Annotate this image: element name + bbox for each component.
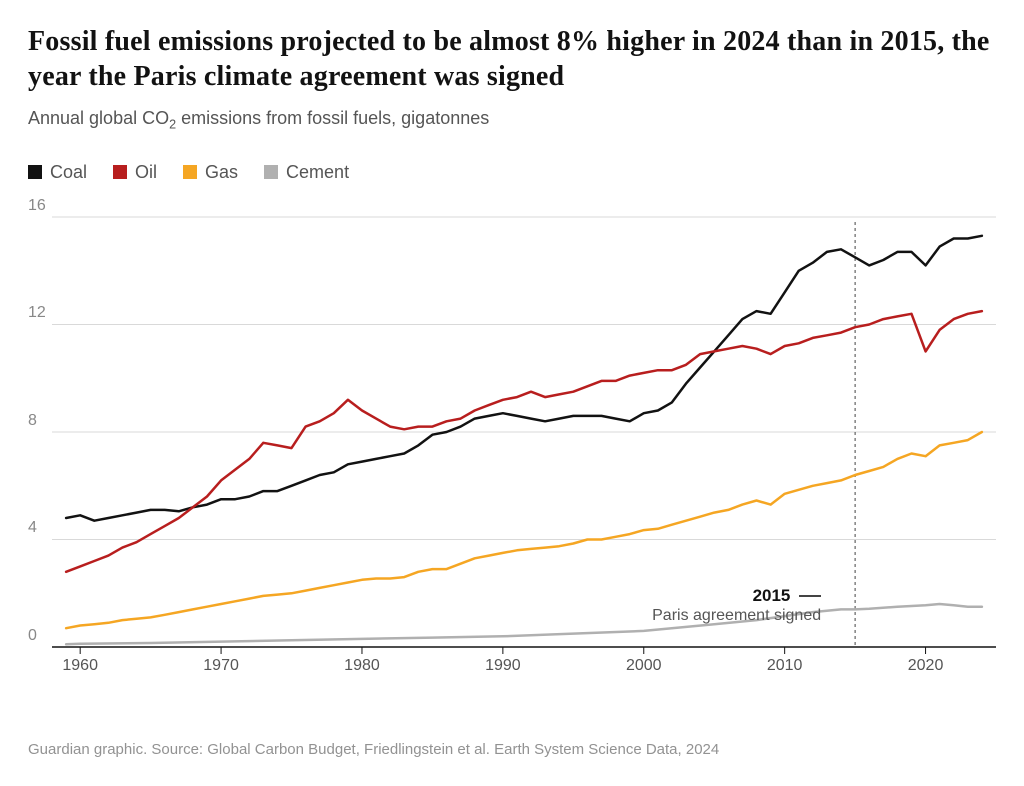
x-tick-label: 2000	[626, 657, 662, 675]
line-chart: 0 4 8 12 16 1960 1970 1980 1990 2000 2010 2020 2015 …	[28, 197, 996, 697]
subtitle-suffix: emissions from fossil fuels, gigatonnes	[176, 108, 489, 128]
series-line	[66, 432, 982, 628]
y-tick-label: 0	[28, 627, 37, 645]
source-note: Guardian graphic. Source: Global Carbon …	[28, 741, 996, 758]
legend-swatch	[113, 165, 127, 179]
legend-swatch	[264, 165, 278, 179]
legend-item: Coal	[28, 162, 87, 183]
y-tick-label: 4	[28, 519, 37, 537]
annotation-year: 2015	[652, 585, 821, 606]
y-tick-label: 12	[28, 304, 46, 322]
legend: Coal Oil Gas Cement	[28, 162, 996, 183]
x-tick-label: 1980	[344, 657, 380, 675]
x-tick-label: 1990	[485, 657, 521, 675]
legend-label: Gas	[205, 162, 238, 183]
legend-item: Gas	[183, 162, 238, 183]
x-tick-label: 1960	[62, 657, 98, 675]
series-line	[66, 604, 982, 644]
legend-swatch	[183, 165, 197, 179]
x-tick-label: 2010	[767, 657, 803, 675]
legend-label: Coal	[50, 162, 87, 183]
series-line	[66, 311, 982, 572]
annotation-2015: 2015 Paris agreement signed	[652, 585, 821, 626]
chart-subtitle: Annual global CO2 emissions from fossil …	[28, 108, 996, 132]
legend-label: Oil	[135, 162, 157, 183]
x-tick-label: 2020	[908, 657, 944, 675]
chart-title: Fossil fuel emissions projected to be al…	[28, 24, 996, 94]
legend-item: Oil	[113, 162, 157, 183]
y-tick-label: 8	[28, 412, 37, 430]
annotation-desc: Paris agreement signed	[652, 606, 821, 626]
legend-label: Cement	[286, 162, 349, 183]
legend-swatch	[28, 165, 42, 179]
y-tick-label: 16	[28, 197, 46, 215]
legend-item: Cement	[264, 162, 349, 183]
x-tick-label: 1970	[203, 657, 239, 675]
subtitle-prefix: Annual global CO	[28, 108, 169, 128]
